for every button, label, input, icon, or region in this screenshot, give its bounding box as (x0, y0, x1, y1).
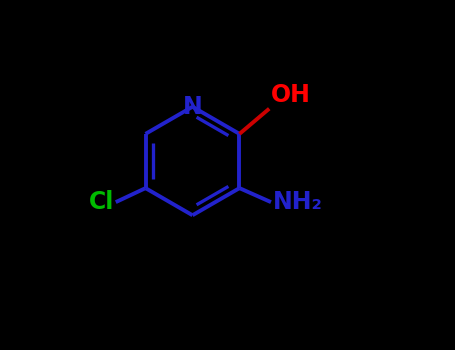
Text: NH₂: NH₂ (273, 190, 323, 214)
Text: OH: OH (271, 83, 311, 107)
Text: Cl: Cl (89, 190, 114, 214)
Text: N: N (182, 95, 202, 119)
